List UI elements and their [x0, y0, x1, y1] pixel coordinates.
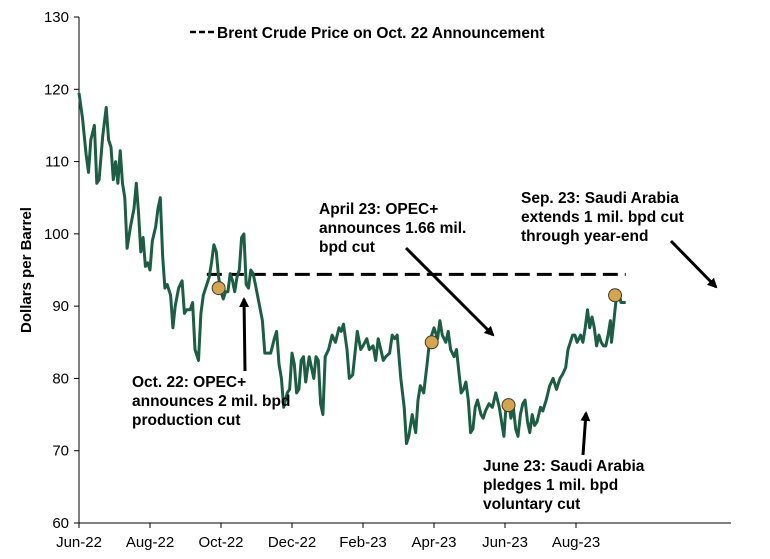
- annotation-text: announces 1.66 mil.: [319, 220, 466, 237]
- legend: Brent Crude Price on Oct. 22 Announcemen…: [190, 25, 545, 42]
- y-tick-label: 90: [52, 298, 69, 315]
- annotation: June 23: Saudi Arabia pledges 1 mil. bpd v…: [483, 411, 645, 513]
- annotation: April 23: OPEC+ announces 1.66 mil. bpd cu…: [319, 201, 495, 337]
- x-tick-label: Apr-23: [411, 534, 456, 551]
- annotation-text: production cut: [132, 412, 241, 429]
- x-tick-label: Feb-23: [339, 534, 387, 551]
- x-tick-label: Oct-22: [198, 534, 243, 551]
- annotation-text: April 23: OPEC+: [319, 201, 438, 218]
- annotation-arrow: [669, 239, 718, 289]
- y-tick-label: 70: [52, 443, 69, 460]
- annotation-text: pledges 1 mil. bpd: [483, 477, 618, 494]
- marker-group: [211, 281, 623, 413]
- y-tick-label: 80: [52, 370, 69, 387]
- annotation-text: through year-end: [521, 228, 648, 245]
- annotation-text: bpd cut: [319, 239, 375, 256]
- event-marker: [211, 281, 226, 296]
- x-tick-label: Jun-22: [56, 534, 102, 551]
- annotation-group: Oct. 22: OPEC+ announces 2 mil. bpd produc…: [132, 190, 718, 513]
- event-marker: [424, 335, 439, 350]
- y-tick-label: 60: [52, 515, 69, 532]
- y-axis-title: Dollars per Barrel: [18, 207, 35, 333]
- annotation-arrow: [580, 411, 591, 456]
- y-tick-label: 100: [44, 226, 69, 243]
- annotation-arrow: [239, 297, 250, 372]
- annotation-text: Oct. 22: OPEC+: [132, 374, 246, 391]
- legend-label: Brent Crude Price on Oct. 22 Announcemen…: [217, 25, 545, 42]
- x-tick-label: Dec-22: [268, 534, 316, 551]
- annotation: Oct. 22: OPEC+ announces 2 mil. bpd produc…: [132, 297, 290, 429]
- x-tick-label: Jun-23: [482, 534, 528, 551]
- annotation-text: Sep. 23: Saudi Arabia: [521, 190, 679, 207]
- y-tick-label: 130: [44, 9, 69, 26]
- y-tick-label: 120: [44, 81, 69, 98]
- x-tick-label: Aug-23: [552, 534, 600, 551]
- y-tick-label: 110: [45, 154, 69, 171]
- annotation-arrow: [404, 246, 495, 337]
- event-marker: [608, 288, 623, 303]
- series-group: [77, 92, 626, 445]
- series-line: [77, 92, 626, 445]
- annotation-text: June 23: Saudi Arabia: [483, 458, 645, 475]
- annotation-text: voluntary cut: [483, 496, 580, 513]
- event-marker: [501, 398, 516, 413]
- annotation-text: announces 2 mil. bpd: [132, 393, 290, 410]
- annotation: Sep. 23: Saudi Arabia extends 1 mil. bpd …: [521, 190, 718, 289]
- x-tick-label: Aug-22: [126, 534, 174, 551]
- annotation-text: extends 1 mil. bpd cut: [521, 209, 684, 226]
- axes: 60 70 80 90 100 110 120 130 Jun-22 Aug-22 Oct-22 De…: [44, 9, 731, 551]
